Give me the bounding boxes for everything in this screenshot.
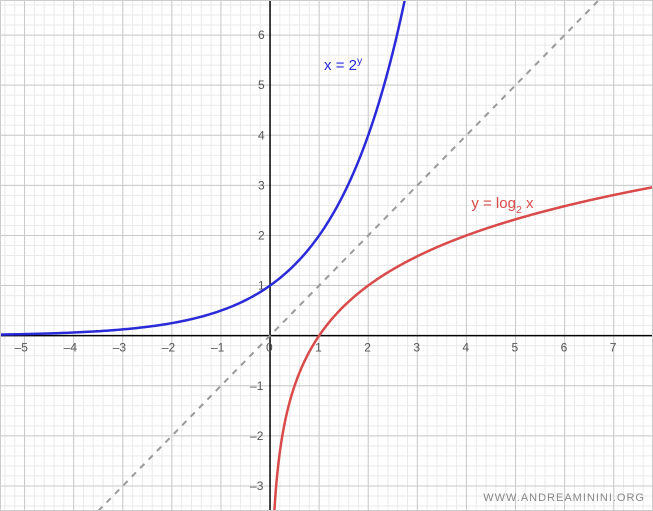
x-tick-label: 3 — [413, 341, 420, 355]
x-tick-label: –2 — [162, 341, 176, 355]
watermark: WWW.ANDREAMININI.ORG — [483, 492, 645, 504]
x-tick-label: –3 — [113, 341, 127, 355]
x-tick-label: 4 — [462, 341, 469, 355]
y-tick-label: 3 — [258, 178, 265, 192]
x-tick-label: –5 — [15, 341, 29, 355]
function-graph: –5–4–3–2–101234567–3–2–1123456x = 2yy = … — [0, 0, 653, 511]
y-tick-label: 6 — [258, 28, 265, 42]
y-tick-label: 4 — [258, 128, 265, 142]
x-tick-label: 7 — [610, 341, 617, 355]
x-tick-label: 6 — [561, 341, 568, 355]
x-tick-label: 0 — [266, 341, 273, 355]
x-tick-label: 2 — [364, 341, 371, 355]
y-tick-label: –1 — [250, 379, 264, 393]
x-tick-label: –1 — [211, 341, 225, 355]
x-tick-label: –4 — [64, 341, 78, 355]
y-tick-label: –2 — [250, 429, 264, 443]
y-tick-label: 2 — [258, 228, 265, 242]
y-tick-label: 5 — [258, 78, 265, 92]
y-tick-label: –3 — [250, 479, 264, 493]
x-tick-label: 1 — [315, 341, 322, 355]
x-tick-label: 5 — [512, 341, 519, 355]
